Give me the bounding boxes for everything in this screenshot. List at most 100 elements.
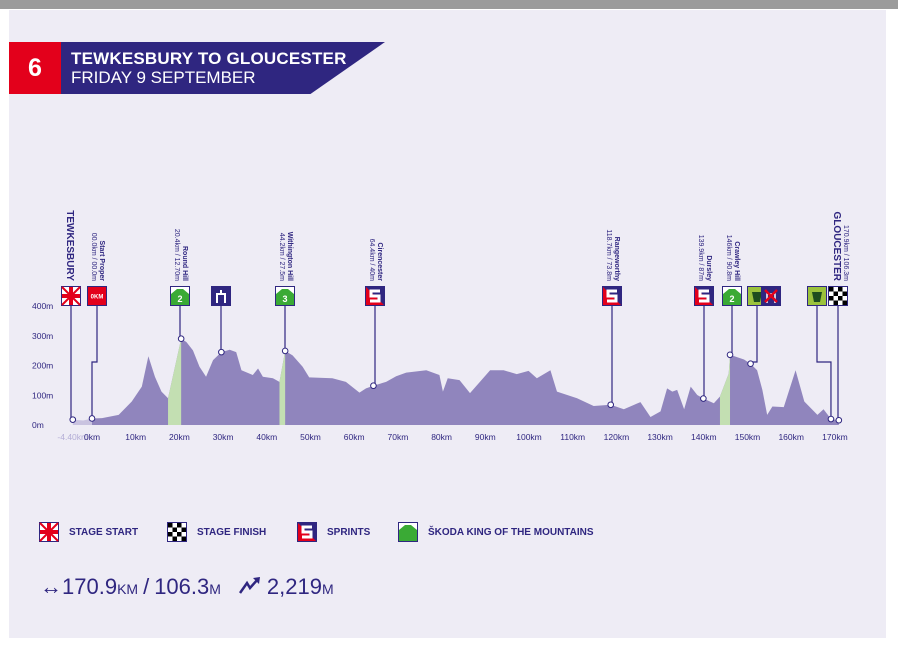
stage-start-flag-icon xyxy=(61,286,81,306)
stage-start-flag-icon xyxy=(39,522,59,542)
marker-detail: 44.2km / 27.5m xyxy=(278,233,285,281)
sprint-icon xyxy=(297,522,317,542)
icon-part xyxy=(838,287,843,292)
okm-label: 0KM xyxy=(91,295,104,301)
marker-line xyxy=(816,306,832,420)
x-tick-label: 60km xyxy=(344,432,365,442)
marker-dot xyxy=(726,351,734,359)
icon-part xyxy=(723,289,741,305)
icon-part xyxy=(172,527,177,532)
icon-part xyxy=(40,523,58,541)
y-tick-label: 400m xyxy=(32,301,53,311)
x-tick-label: 110km xyxy=(560,432,585,442)
icon-part xyxy=(838,296,843,301)
icon-part xyxy=(211,286,231,306)
marker-name: Withington Hill xyxy=(286,232,293,281)
icon-part xyxy=(62,287,80,305)
y-tick-label: 300m xyxy=(32,331,53,341)
x-tick-label: 40km xyxy=(256,432,277,442)
marker-gate-icon xyxy=(211,286,231,356)
icon-part xyxy=(833,291,838,296)
y-tick-label: 0m xyxy=(32,420,44,430)
kom-icon: 2 xyxy=(170,286,190,306)
legend-label: STAGE START xyxy=(69,526,139,538)
marker-line xyxy=(749,306,758,364)
icon-part xyxy=(216,290,226,303)
icon-part xyxy=(829,296,834,301)
x-tick-label: 100km xyxy=(516,432,542,442)
marker-dot xyxy=(88,415,96,422)
marker-dot xyxy=(827,415,835,423)
separator: / xyxy=(143,574,150,599)
stage-date: FRIDAY 9 SEPTEMBER xyxy=(71,68,256,87)
x-tick-label: 0km xyxy=(84,432,100,442)
climb-segment xyxy=(279,350,286,425)
legend-item: STAGE FINISH xyxy=(166,521,266,543)
kom-category: 2 xyxy=(177,294,182,304)
kom-icon xyxy=(398,522,418,542)
legend-label: STAGE FINISH xyxy=(197,526,267,538)
marker-name: GLOUCESTER xyxy=(831,212,842,282)
x-tick-label: 130km xyxy=(647,432,673,442)
icon-part xyxy=(177,532,182,537)
icon-part xyxy=(399,525,417,541)
marker-dot xyxy=(370,382,377,390)
x-tick-label: 140km xyxy=(691,432,717,442)
x-tick-label: 80km xyxy=(431,432,452,442)
icon-part xyxy=(172,536,177,541)
x-tick-label: 120km xyxy=(604,432,630,442)
x-tick-label: 50km xyxy=(300,432,321,442)
x-tick-label: 170km xyxy=(822,432,848,442)
icon-part xyxy=(171,289,189,305)
icon-part xyxy=(301,525,313,539)
marker-feed-zone-icon xyxy=(807,286,835,423)
total-climbing: 2,219 xyxy=(266,574,322,599)
icon-part xyxy=(168,523,173,528)
stage-finish-flag-icon xyxy=(828,286,848,306)
top-bar xyxy=(0,0,898,9)
legend-label: SPRINTS xyxy=(327,526,371,538)
marker-name: Round Hill xyxy=(181,246,188,281)
kom-icon: 3 xyxy=(275,286,295,306)
icon-part xyxy=(752,292,762,302)
marker-detail: 146km / 90.8m xyxy=(725,235,732,281)
marker-dot xyxy=(69,416,77,423)
kom-category: 2 xyxy=(729,294,734,304)
icon-part xyxy=(829,287,834,292)
legend-item: SPRINTS xyxy=(296,521,370,543)
marker-dot xyxy=(835,416,843,424)
icon-part xyxy=(812,292,822,302)
marker-tewkesbury: TEWKESBURY xyxy=(61,210,81,423)
stage-panel xyxy=(9,10,886,638)
icon-part xyxy=(276,289,294,305)
kom-icon xyxy=(398,522,418,542)
mi-unit: M xyxy=(209,581,221,597)
no-feed-icon xyxy=(761,286,781,306)
marker-dot xyxy=(281,347,289,355)
stage-finish-flag-icon xyxy=(167,522,187,542)
x-tick-label: 20km xyxy=(169,432,190,442)
legend-label: ŠKODA KING OF THE MOUNTAINS xyxy=(428,526,594,538)
x-tick-label: -4.40km xyxy=(57,432,88,442)
y-tick-label: 100m xyxy=(32,390,53,400)
feed-zone-icon xyxy=(807,286,827,306)
stage-banner: 6 xyxy=(9,42,385,94)
icon-part xyxy=(369,289,381,303)
x-tick-label: 160km xyxy=(778,432,804,442)
zigzag-up-arrow-icon xyxy=(238,574,261,594)
marker-name: Crawley Hill xyxy=(733,241,740,281)
y-tick-label: 200m xyxy=(32,361,53,371)
climb-segment xyxy=(168,338,182,425)
left-right-arrow-icon: ↔ xyxy=(40,574,62,599)
sprint-icon xyxy=(694,286,714,306)
marker-detail: 139.9km / 87m xyxy=(697,235,704,281)
icon-part xyxy=(842,291,847,296)
x-tick-label: 10km xyxy=(125,432,146,442)
icon-part xyxy=(698,289,710,303)
stage-start-flag-icon xyxy=(39,522,59,542)
